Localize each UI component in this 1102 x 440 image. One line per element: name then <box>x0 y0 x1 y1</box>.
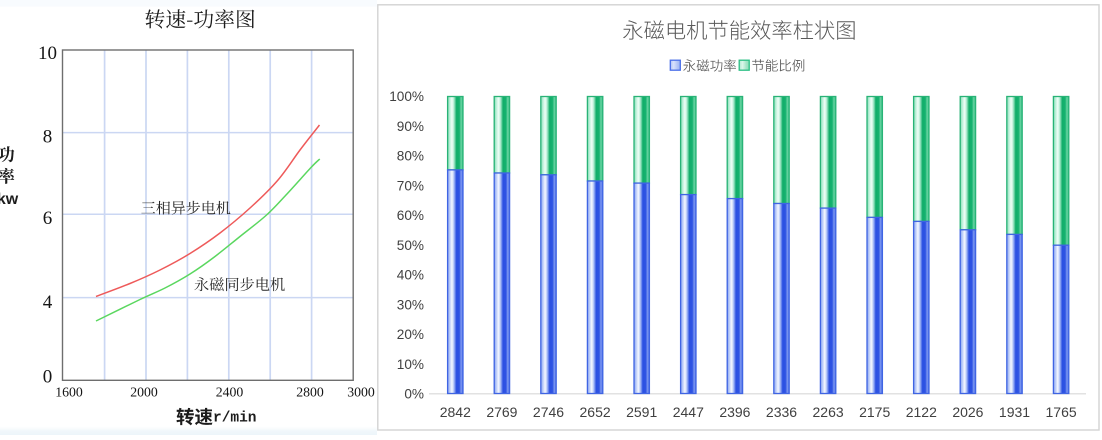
svg-text:2263: 2263 <box>813 404 844 420</box>
svg-text:2591: 2591 <box>626 404 657 420</box>
svg-text:2400: 2400 <box>216 385 244 400</box>
svg-text:8: 8 <box>43 127 53 148</box>
svg-text:10%: 10% <box>397 357 424 372</box>
svg-text:6: 6 <box>43 208 53 229</box>
svg-text:2175: 2175 <box>859 404 890 420</box>
svg-text:2800: 2800 <box>296 385 324 400</box>
svg-text:3000: 3000 <box>347 385 375 400</box>
svg-text:2447: 2447 <box>673 404 704 420</box>
svg-text:r/min: r/min <box>213 411 257 427</box>
svg-text:2336: 2336 <box>766 404 797 420</box>
svg-text:0: 0 <box>43 367 53 388</box>
svg-text:2000: 2000 <box>130 385 158 400</box>
svg-text:0%: 0% <box>404 387 424 402</box>
svg-text:1765: 1765 <box>1046 404 1077 420</box>
svg-text:90%: 90% <box>397 119 424 134</box>
svg-text:2652: 2652 <box>580 404 611 420</box>
svg-text:10: 10 <box>38 43 57 64</box>
svg-text:30%: 30% <box>397 297 424 312</box>
svg-text:2396: 2396 <box>719 404 750 420</box>
svg-text:60%: 60% <box>397 208 424 223</box>
svg-text:2842: 2842 <box>440 404 471 420</box>
svg-text:50%: 50% <box>397 238 424 253</box>
svg-text:100%: 100% <box>389 89 424 104</box>
svg-text:1600: 1600 <box>55 385 83 400</box>
svg-text:80%: 80% <box>397 149 424 164</box>
svg-text:2746: 2746 <box>533 404 564 420</box>
svg-text:2122: 2122 <box>906 404 937 420</box>
svg-text:1931: 1931 <box>999 404 1030 420</box>
svg-text:4: 4 <box>43 292 53 313</box>
svg-text:40%: 40% <box>397 268 424 283</box>
svg-text:20%: 20% <box>397 327 424 342</box>
svg-text:2026: 2026 <box>952 404 983 420</box>
svg-text:70%: 70% <box>397 178 424 193</box>
svg-text:2769: 2769 <box>486 404 517 420</box>
svg-text:kw: kw <box>0 191 19 208</box>
